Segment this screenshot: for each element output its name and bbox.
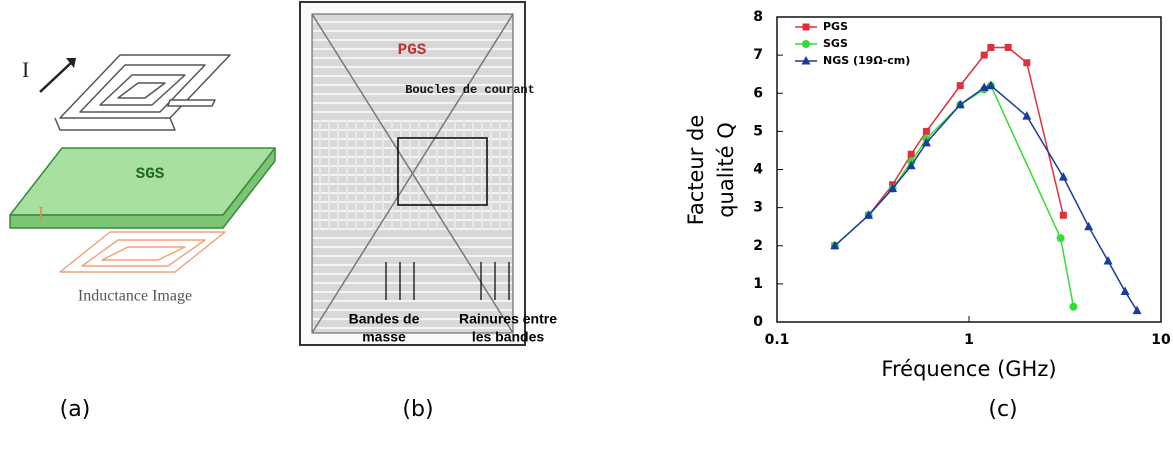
panel-label: (b)	[402, 397, 433, 422]
y-tick-label: 8	[753, 9, 763, 25]
y-tick-label: 3	[753, 200, 763, 216]
legend-marker	[801, 56, 811, 65]
marker	[979, 82, 989, 92]
marker	[830, 240, 840, 250]
y-tick-label: 6	[753, 85, 763, 101]
image-current-label: I	[38, 203, 44, 223]
current-arrow	[39, 61, 73, 93]
sgs-label: SGS	[136, 165, 165, 183]
marker	[955, 99, 965, 109]
stripes	[313, 21, 512, 329]
marker	[1069, 302, 1078, 311]
marker	[1056, 234, 1065, 243]
marker	[987, 44, 995, 51]
y-tick-label: 0	[753, 314, 763, 330]
current-label: I	[22, 57, 29, 82]
marker	[980, 51, 988, 59]
x-tick-label: 0.1	[765, 332, 790, 348]
grooves-label: Rainures entre	[459, 311, 557, 327]
y-tick-label: 1	[753, 276, 763, 292]
y-tick-label: 5	[753, 123, 763, 139]
marker	[1132, 305, 1142, 315]
marker	[907, 150, 915, 158]
loop-label: Boucles de courant	[405, 83, 535, 97]
marker	[1084, 221, 1094, 231]
inductor-image	[59, 231, 226, 273]
inductor	[54, 54, 231, 131]
marker	[1059, 211, 1067, 219]
marker	[1103, 256, 1113, 265]
sgs-slab-side	[9, 147, 276, 229]
legend-label: PGS	[823, 20, 848, 33]
marker	[956, 82, 964, 90]
y-tick-label: 4	[753, 162, 763, 178]
x-tick-label: 10	[1151, 332, 1171, 348]
y-tick-label: 7	[753, 47, 763, 63]
y-axis-label: Facteur de	[684, 115, 708, 226]
bands-label: masse	[362, 329, 406, 345]
panel-label: (a)	[60, 397, 91, 422]
marker	[888, 183, 898, 193]
legend-label: NGS (19Ω-cm)	[823, 54, 910, 67]
arrowhead	[66, 58, 76, 68]
marker	[1022, 111, 1032, 120]
bands-label: Bandes de	[349, 311, 420, 327]
panel-b: PGS Boucles de courant Bandes de masse R…	[299, 1, 557, 346]
marker	[1058, 172, 1068, 181]
grooves-label: les bandes	[472, 329, 545, 345]
marker	[986, 80, 996, 90]
marker	[1023, 59, 1031, 67]
marker	[921, 137, 931, 147]
marker	[864, 210, 874, 219]
pointer-arrows	[385, 262, 510, 300]
marker	[922, 127, 930, 135]
series-line	[834, 84, 1138, 311]
y-axis-label: qualité Q	[714, 122, 738, 218]
y-tick-label: 2	[753, 238, 763, 254]
x-tick-label: 1	[964, 332, 974, 348]
panel-label: (c)	[988, 397, 1017, 422]
series-line	[834, 84, 1075, 307]
legend-label: SGS	[823, 37, 848, 50]
panel-a: I SGS I Inductance Image	[9, 54, 276, 305]
marker	[1004, 44, 1012, 51]
caption: Inductance Image	[78, 288, 192, 305]
marker	[906, 160, 916, 170]
marker	[1120, 286, 1130, 295]
current-loop	[397, 137, 488, 206]
legend-marker	[802, 23, 810, 31]
diagonals	[311, 13, 514, 334]
legend-marker	[802, 40, 810, 48]
pgs-label: PGS	[398, 41, 427, 59]
x-axis-label: Fréquence (GHz)	[881, 357, 1056, 381]
